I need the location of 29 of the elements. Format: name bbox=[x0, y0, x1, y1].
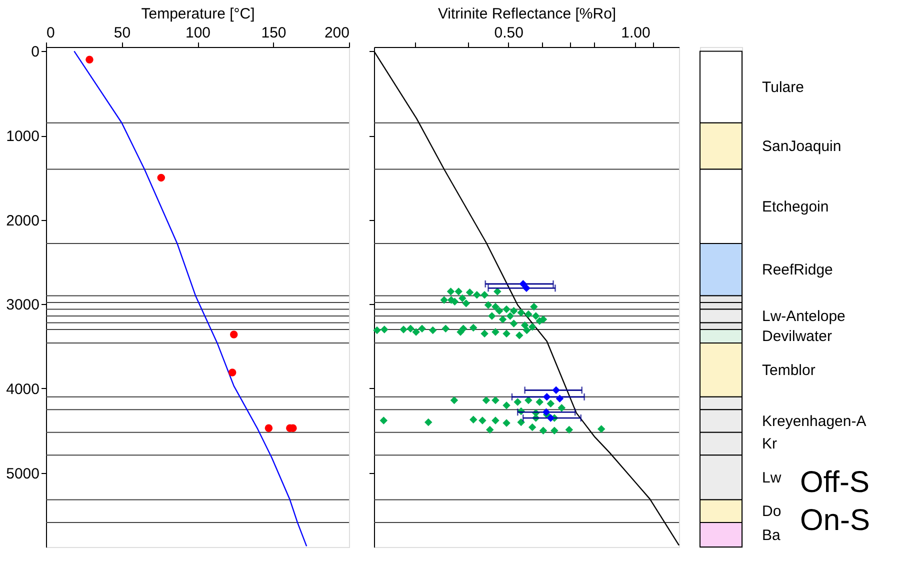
series-label: ReefRidge bbox=[762, 262, 833, 279]
y-tick-label: 4000 bbox=[6, 380, 40, 398]
series-label: Tulare bbox=[762, 79, 804, 96]
x-axis-title: Temperature [°C] bbox=[141, 6, 255, 22]
text: Off-S bbox=[800, 466, 870, 499]
x-axis-title: Vitrinite Reflectance [%Ro] bbox=[438, 6, 616, 22]
x-tick-label: 50 bbox=[114, 24, 131, 42]
series-label: Ba bbox=[762, 526, 782, 544]
x-tick-label: 1.00 bbox=[621, 24, 650, 42]
series-label: Lw-Antelope bbox=[762, 308, 846, 325]
y-tick-label: 3000 bbox=[6, 296, 40, 314]
series-label: Kr bbox=[762, 436, 778, 453]
series-label: Devilwater bbox=[762, 328, 832, 346]
series-label: Temblor bbox=[762, 362, 816, 379]
y-tick-label: 1000 bbox=[6, 128, 40, 146]
x-tick-label: 200 bbox=[324, 24, 350, 42]
series-label: Kreyenhagen-A bbox=[762, 412, 866, 430]
x-tick-label: 0 bbox=[46, 24, 55, 42]
series-label: Etchegoin bbox=[762, 198, 829, 216]
series-label: SanJoaquin bbox=[762, 138, 842, 156]
x-tick-label: 150 bbox=[261, 24, 286, 42]
y-tick-label: 0 bbox=[31, 44, 40, 61]
y-tick-label: 5000 bbox=[6, 465, 40, 482]
y-tick-label: 2000 bbox=[6, 212, 40, 230]
text: On-S bbox=[800, 504, 870, 537]
series-label: Do bbox=[762, 503, 782, 520]
series-label: Lw bbox=[762, 469, 782, 486]
x-tick-label: 100 bbox=[185, 24, 211, 42]
x-tick-label: 0.50 bbox=[494, 24, 524, 42]
